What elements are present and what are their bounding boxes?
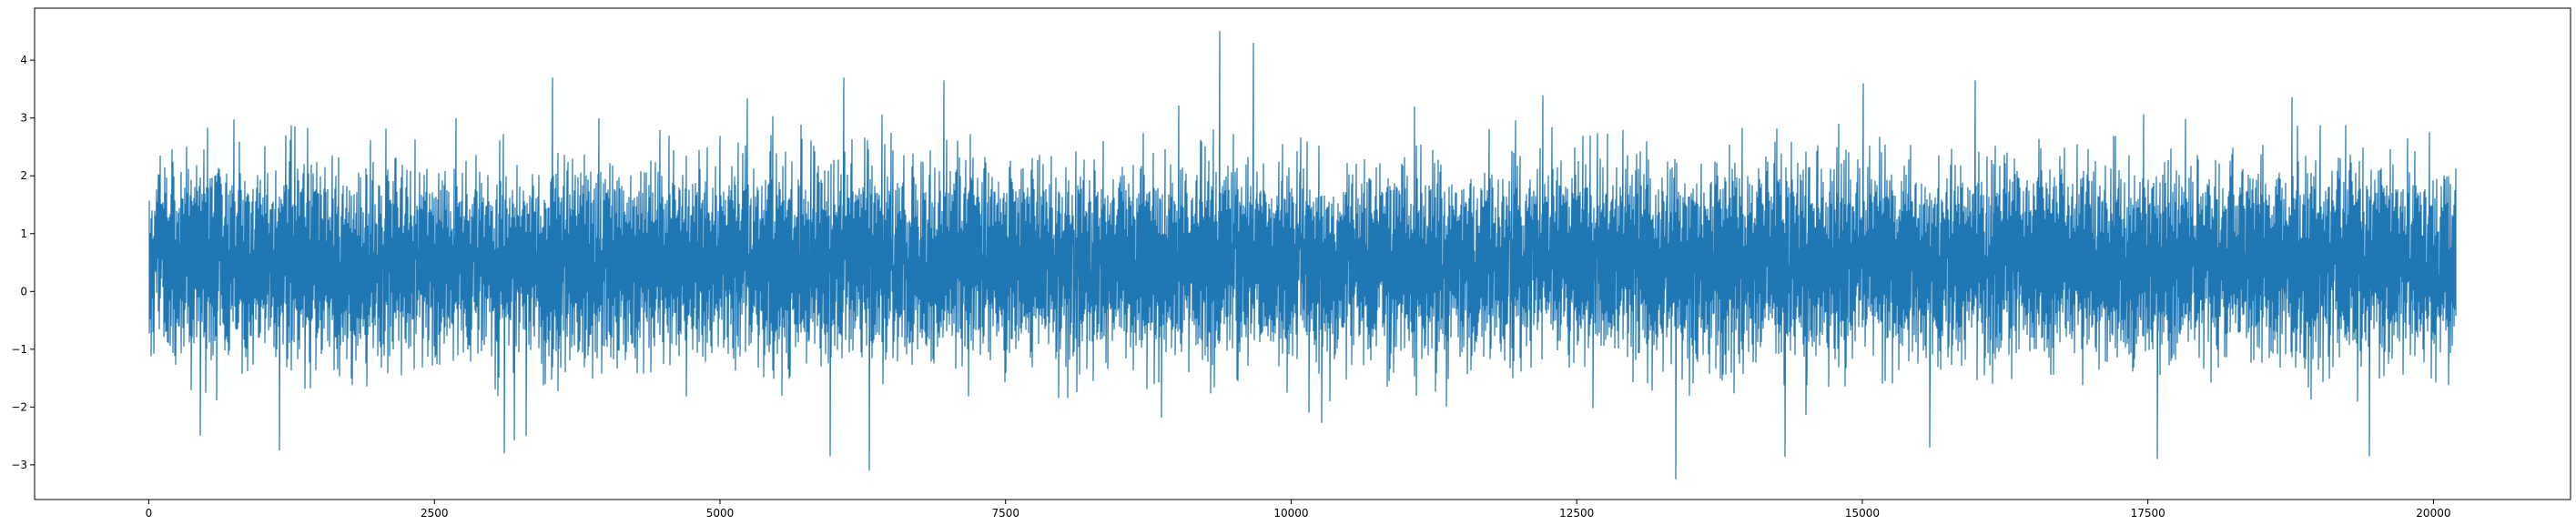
x-tick-label: 5000: [706, 507, 735, 520]
x-tick-label: 12500: [1559, 507, 1594, 520]
plot-frame: [34, 7, 2571, 500]
y-tick-label: 2: [20, 169, 27, 182]
x-tick-label: 15000: [1845, 507, 1880, 520]
y-tick-label: 3: [20, 112, 27, 125]
x-tick-label: 2500: [421, 507, 449, 520]
y-tick-label: 0: [20, 285, 27, 298]
y-tick-label: −3: [11, 459, 27, 471]
series-line: [148, 31, 2457, 480]
y-axis: −3 −2 −1 0 1 2 3 4: [11, 54, 35, 471]
x-tick-label: 17500: [2131, 507, 2165, 520]
x-axis: 0 2500 5000 7500 10000 12500 15000 17500 20000: [146, 500, 2450, 520]
y-tick-label: 1: [20, 227, 27, 240]
x-tick-label: 7500: [991, 507, 1019, 520]
x-tick-label: 0: [146, 507, 153, 520]
series-layer: [148, 31, 2457, 480]
y-tick-label: 4: [20, 54, 27, 66]
x-tick-label: 10000: [1273, 507, 1308, 520]
x-tick-label: 20000: [2416, 507, 2450, 520]
y-tick-label: −1: [11, 343, 27, 356]
y-tick-label: −2: [11, 400, 27, 413]
